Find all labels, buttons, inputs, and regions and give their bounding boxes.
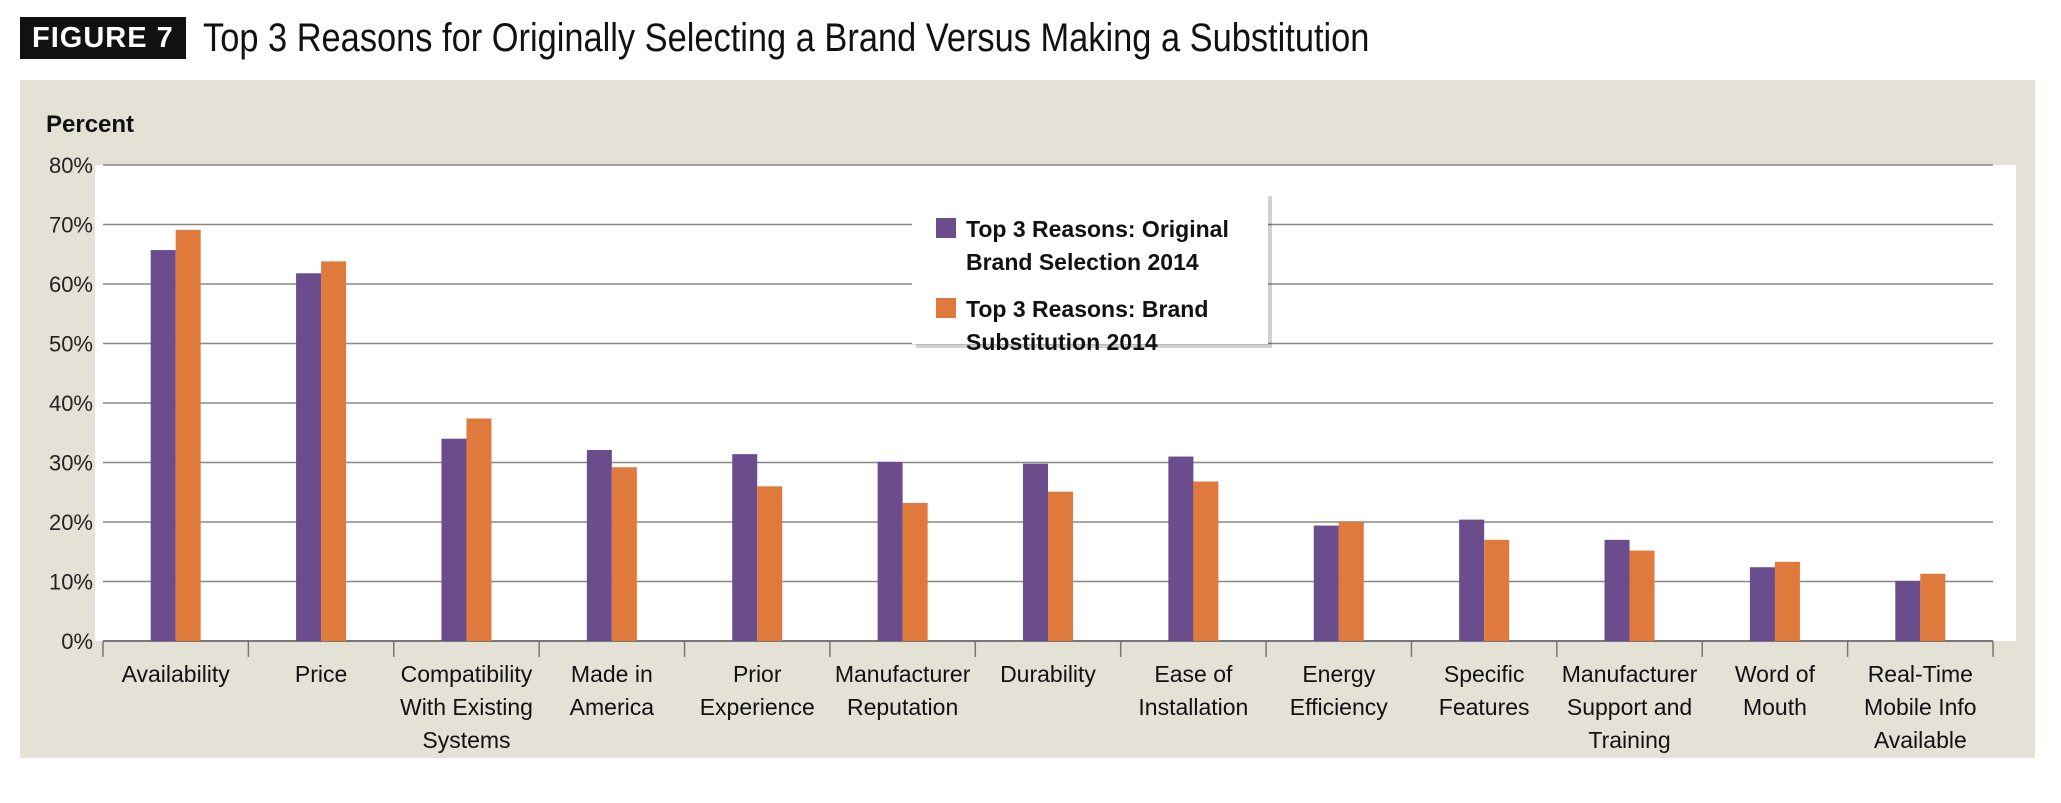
bar-substitution xyxy=(175,229,201,642)
bar-original xyxy=(877,461,903,641)
y-tick-label: 60% xyxy=(49,272,93,297)
bar-original xyxy=(1313,525,1339,641)
bar-substitution xyxy=(611,467,637,641)
x-tick-label: Price xyxy=(295,661,347,687)
x-tick-label: Availability xyxy=(122,661,231,687)
legend-box xyxy=(912,192,1268,344)
bar-substitution xyxy=(321,261,347,641)
bar-substitution xyxy=(1193,481,1219,641)
x-tick-label: Experience xyxy=(700,694,815,720)
x-tick-label: Mouth xyxy=(1743,694,1807,720)
y-tick-label: 20% xyxy=(49,510,93,535)
x-tick-label: Mobile Info xyxy=(1864,694,1977,720)
bar-substitution xyxy=(1920,573,1946,641)
x-tick-label: Training xyxy=(1588,727,1670,753)
x-tick-label: Ease of xyxy=(1154,661,1233,687)
legend-label: Top 3 Reasons: Original xyxy=(966,216,1229,242)
bar-substitution xyxy=(1048,491,1073,641)
bar-original xyxy=(1604,539,1630,641)
legend-swatch xyxy=(936,298,956,318)
bar-substitution xyxy=(757,486,783,641)
y-tick-label: 70% xyxy=(49,213,93,238)
bar-original xyxy=(441,438,467,641)
bar-substitution xyxy=(902,502,928,641)
figure-badge: FIGURE 7 xyxy=(20,17,186,59)
bar-substitution xyxy=(466,418,492,641)
legend-swatch xyxy=(936,218,956,238)
bar-original xyxy=(1749,567,1775,641)
legend-label: Brand Selection 2014 xyxy=(966,249,1199,275)
bar-substitution xyxy=(1629,550,1655,641)
x-tick-label: Support and xyxy=(1567,694,1692,720)
x-tick-label: Features xyxy=(1439,694,1530,720)
x-tick-label: Durability xyxy=(1000,661,1096,687)
bar-original xyxy=(732,454,758,641)
bar-original xyxy=(586,450,612,641)
y-tick-label: 80% xyxy=(49,153,93,178)
x-tick-label: Manufacturer xyxy=(835,661,971,687)
x-tick-label: Available xyxy=(1874,727,1967,753)
figure-title: Top 3 Reasons for Originally Selecting a… xyxy=(203,16,1370,60)
x-tick-label: Made in xyxy=(571,661,653,687)
bar-chart: 0% 10% 20% 30% 40% 50% 60% 70% 80% Percent Availab… xyxy=(46,111,2016,753)
y-axis-title: Percent xyxy=(46,111,134,138)
x-tick-label: Prior xyxy=(733,661,782,687)
x-tick-label: Compatibility xyxy=(401,661,533,687)
bar-substitution xyxy=(1338,522,1364,641)
bar-original xyxy=(1023,463,1048,641)
x-tick-label: Real-Time xyxy=(1868,661,1973,687)
y-tick-label: 30% xyxy=(49,451,93,476)
x-tick-label: Installation xyxy=(1138,694,1248,720)
x-tick-label: Energy xyxy=(1302,661,1375,687)
x-tick-label: Word of xyxy=(1735,661,1816,687)
x-tick-label: Reputation xyxy=(847,694,958,720)
bar-substitution xyxy=(1774,561,1800,641)
bar-original xyxy=(1168,456,1194,641)
bar-original xyxy=(150,250,176,641)
bar-original xyxy=(1459,519,1485,641)
x-tick-label: Manufacturer xyxy=(1562,661,1698,687)
legend-label: Top 3 Reasons: Brand xyxy=(966,296,1208,322)
y-tick-label: 10% xyxy=(49,570,93,595)
x-tick-label: America xyxy=(570,694,655,720)
chart-panel: 0% 10% 20% 30% 40% 50% 60% 70% 80% Percent Availab… xyxy=(20,80,2035,758)
y-tick-label: 40% xyxy=(49,391,93,416)
y-tick-label: 50% xyxy=(49,332,93,357)
bar-original xyxy=(296,273,322,641)
bar-substitution xyxy=(1484,539,1510,641)
figure-header: FIGURE 7 Top 3 Reasons for Originally Se… xyxy=(0,0,2061,80)
x-tick-label: Systems xyxy=(422,727,510,753)
x-tick-label: With Existing xyxy=(400,694,533,720)
bar-original xyxy=(1895,580,1921,641)
legend-label: Substitution 2014 xyxy=(966,329,1158,355)
x-tick-label: Efficiency xyxy=(1290,694,1389,720)
y-tick-label: 0% xyxy=(61,629,93,654)
x-tick-label: Specific xyxy=(1444,661,1525,687)
